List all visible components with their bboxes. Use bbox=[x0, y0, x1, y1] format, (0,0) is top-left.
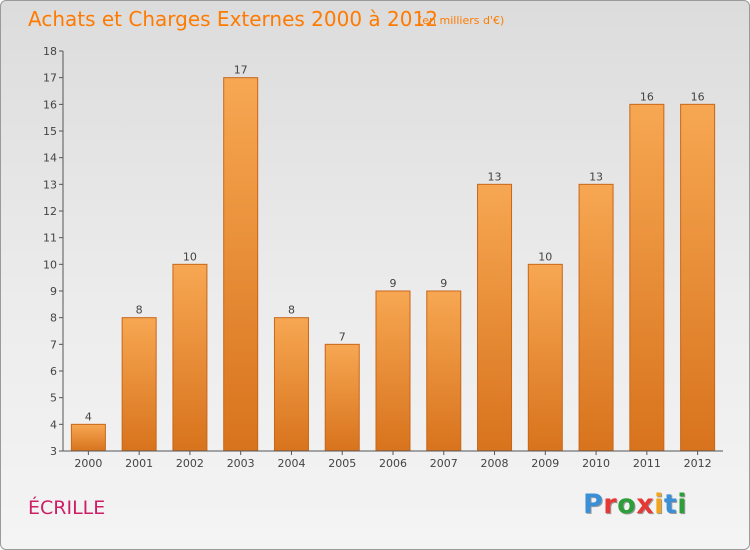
y-tick-label: 10 bbox=[43, 258, 57, 271]
x-axis: 2000 2001 2002 2003 2004 2005 2006 2007 2008 2009… bbox=[63, 450, 723, 470]
y-tick-label: 7 bbox=[50, 338, 57, 351]
y-tick-label: 5 bbox=[50, 392, 57, 405]
chart-title: Achats et Charges Externes 2000 à 2012 bbox=[28, 7, 438, 31]
logo-letter: t bbox=[663, 489, 678, 520]
y-axis: 3 4 5 6 7 8 9 10 11 12 13 14 15 16 17 18 bbox=[43, 45, 64, 458]
bar-2009 bbox=[527, 263, 563, 452]
chart-unit: (en milliers d'€) bbox=[418, 14, 505, 27]
x-tick-label-2012: 2012 bbox=[684, 457, 712, 470]
y-tick-label: 3 bbox=[50, 445, 57, 458]
y-tick-label: 13 bbox=[43, 178, 57, 191]
x-tick-label-2005: 2005 bbox=[328, 457, 356, 470]
logo-letter: r bbox=[603, 489, 618, 520]
y-tick-label: 14 bbox=[43, 152, 57, 165]
bar-2003 bbox=[223, 77, 259, 452]
data-label-2000: 4 bbox=[85, 410, 92, 423]
bars: 4 8 10 17 8 7 9 9 13 10 13 16 16 bbox=[70, 64, 716, 452]
x-tick-label-2003: 2003 bbox=[227, 457, 255, 470]
y-tick-label: 9 bbox=[50, 285, 57, 298]
y-tick-label: 12 bbox=[43, 205, 57, 218]
data-label-2010: 13 bbox=[589, 170, 603, 183]
bar-2008 bbox=[477, 183, 513, 452]
y-tick-label: 17 bbox=[43, 72, 57, 85]
data-label-2002: 10 bbox=[183, 250, 197, 263]
bar-2007 bbox=[426, 290, 462, 452]
bar-2002 bbox=[172, 263, 208, 452]
x-tick-label-2002: 2002 bbox=[176, 457, 204, 470]
y-tick-label: 6 bbox=[50, 365, 57, 378]
bar-2010 bbox=[578, 183, 614, 452]
logo-letter: i bbox=[677, 489, 688, 520]
y-tick-label: 16 bbox=[43, 98, 57, 111]
x-tick-label-2011: 2011 bbox=[633, 457, 661, 470]
data-label-2011: 16 bbox=[640, 90, 654, 103]
proxiti-logo[interactable]: Proxiti bbox=[583, 489, 687, 520]
bar-2006 bbox=[375, 290, 411, 452]
bar-2005 bbox=[324, 343, 360, 452]
x-tick-label-2007: 2007 bbox=[430, 457, 458, 470]
data-label-2003: 17 bbox=[234, 64, 248, 77]
data-label-2012: 16 bbox=[691, 90, 705, 103]
bar-2012 bbox=[680, 103, 716, 452]
y-tick-label: 18 bbox=[43, 45, 57, 58]
logo-letter: o bbox=[617, 489, 637, 520]
x-tick-label-2004: 2004 bbox=[277, 457, 305, 470]
y-tick-label: 15 bbox=[43, 125, 57, 138]
logo-letter: x bbox=[636, 489, 655, 520]
x-tick-label-2010: 2010 bbox=[582, 457, 610, 470]
x-tick-label-2008: 2008 bbox=[481, 457, 509, 470]
data-label-2007: 9 bbox=[440, 277, 447, 290]
commune-name: ÉCRILLE bbox=[28, 497, 106, 519]
x-tick-label-2006: 2006 bbox=[379, 457, 407, 470]
bar-2001 bbox=[121, 317, 157, 452]
data-label-2008: 13 bbox=[488, 170, 502, 183]
bar-2004 bbox=[273, 317, 309, 452]
x-tick-label-2000: 2000 bbox=[74, 457, 102, 470]
logo-letter: P bbox=[583, 489, 604, 520]
logo-letter: i bbox=[654, 489, 664, 520]
data-label-2004: 8 bbox=[288, 304, 295, 317]
y-tick-label: 8 bbox=[50, 312, 57, 325]
bar-2011 bbox=[629, 103, 665, 452]
data-label-2001: 8 bbox=[136, 304, 143, 317]
y-tick-label: 4 bbox=[50, 418, 57, 431]
data-label-2005: 7 bbox=[339, 330, 346, 343]
data-label-2009: 10 bbox=[538, 250, 552, 263]
y-tick-label: 11 bbox=[43, 232, 57, 245]
data-label-2006: 9 bbox=[390, 277, 397, 290]
x-tick-label-2009: 2009 bbox=[531, 457, 559, 470]
x-tick-label-2001: 2001 bbox=[125, 457, 153, 470]
bar-2000 bbox=[70, 423, 106, 452]
